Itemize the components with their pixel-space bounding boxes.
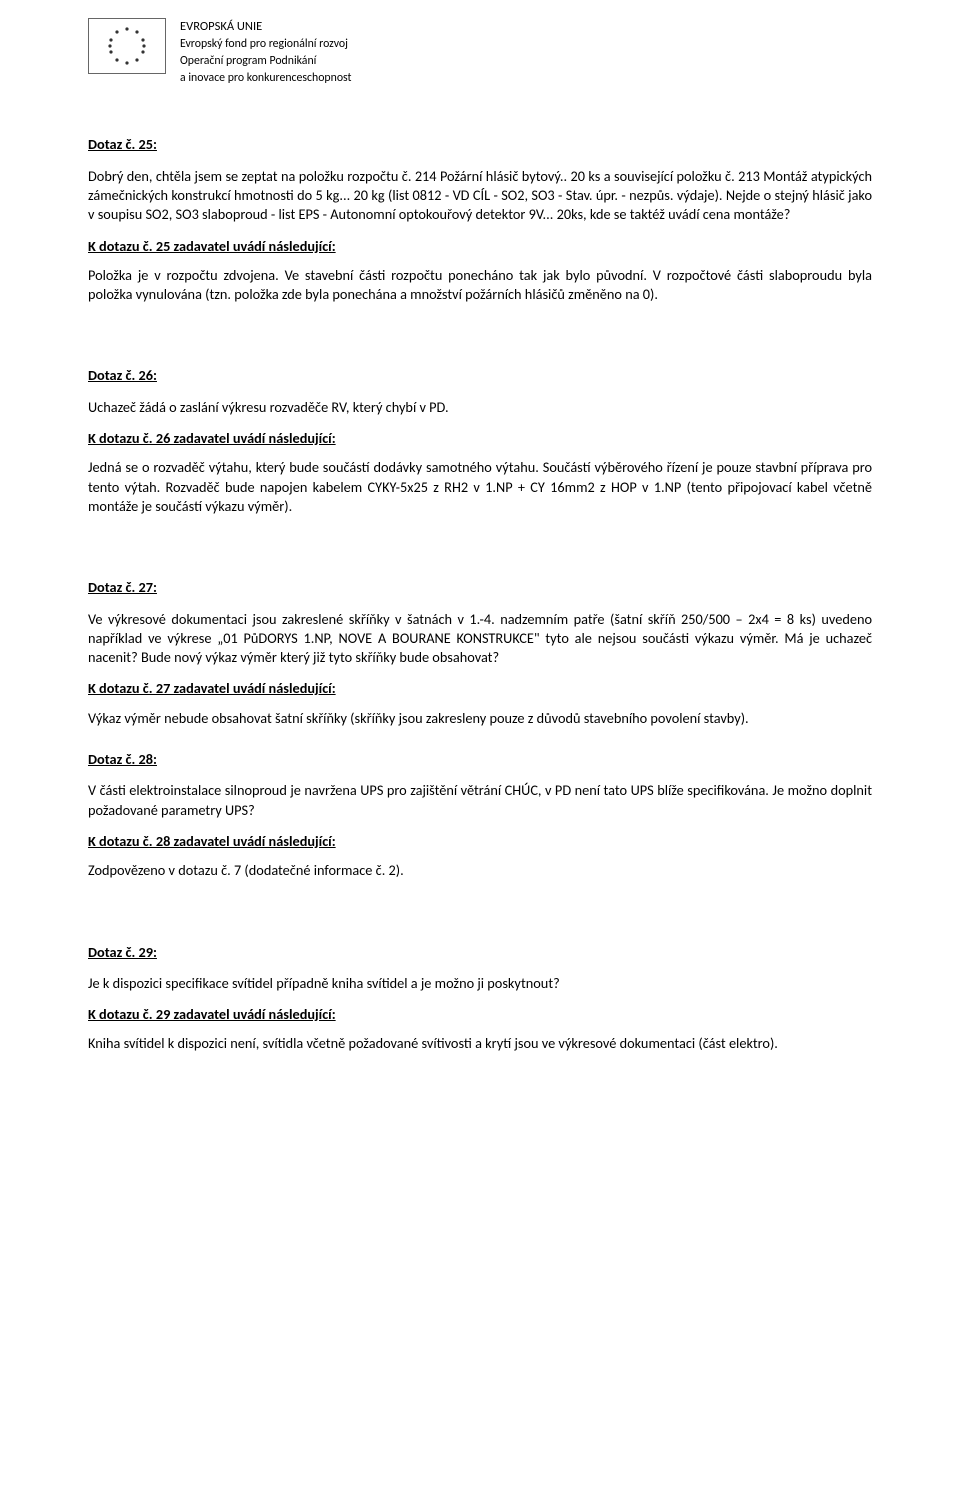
q26-title: Dotaz č. 26:: [88, 366, 872, 385]
q26-body: Uchazeč žádá o zaslání výkresu rozvaděče…: [88, 398, 872, 417]
q28-title: Dotaz č. 28:: [88, 750, 872, 769]
header-line-3: Operační program Podnikání: [180, 53, 351, 70]
page-header: EVROPSKÁ UNIE Evropský fond pro regionál…: [88, 14, 872, 87]
q25-answer-title: K dotazu č. 25 zadavatel uvádí následují…: [88, 237, 872, 256]
q26-answer-title: K dotazu č. 26 zadavatel uvádí následují…: [88, 429, 872, 448]
q25-body: Dobrý den, chtěla jsem se zeptat na polo…: [88, 167, 872, 225]
q29-body: Je k dispozici specifikace svítidel příp…: [88, 974, 872, 993]
q27-body: Ve výkresové dokumentaci jsou zakreslené…: [88, 610, 872, 668]
header-text: EVROPSKÁ UNIE Evropský fond pro regionál…: [180, 14, 351, 87]
q29-answer: Kniha svítidel k dispozici není, svítidl…: [88, 1034, 872, 1053]
q28-answer-title: K dotazu č. 28 zadavatel uvádí následují…: [88, 832, 872, 851]
q28-answer: Zodpovězeno v dotazu č. 7 (dodatečné inf…: [88, 861, 872, 880]
q27-answer-title: K dotazu č. 27 zadavatel uvádí následují…: [88, 679, 872, 698]
q29-answer-title: K dotazu č. 29 zadavatel uvádí následují…: [88, 1005, 872, 1024]
header-line-2: Evropský fond pro regionální rozvoj: [180, 36, 351, 53]
q25-answer: Položka je v rozpočtu zdvojena. Ve stave…: [88, 266, 872, 305]
q25-title: Dotaz č. 25:: [88, 135, 872, 154]
header-line-1: EVROPSKÁ UNIE: [180, 18, 351, 36]
eu-flag-icon: [88, 18, 166, 74]
q29-title: Dotaz č. 29:: [88, 943, 872, 962]
q26-answer: Jedná se o rozvaděč výtahu, který bude s…: [88, 458, 872, 516]
header-line-4: a inovace pro konkurenceschopnost: [180, 70, 351, 87]
q28-body: V části elektroinstalace silnoproud je n…: [88, 781, 872, 820]
q27-title: Dotaz č. 27:: [88, 578, 872, 597]
q27-answer: Výkaz výměr nebude obsahovat šatní skříň…: [88, 709, 872, 728]
document-page: EVROPSKÁ UNIE Evropský fond pro regionál…: [0, 0, 960, 1106]
